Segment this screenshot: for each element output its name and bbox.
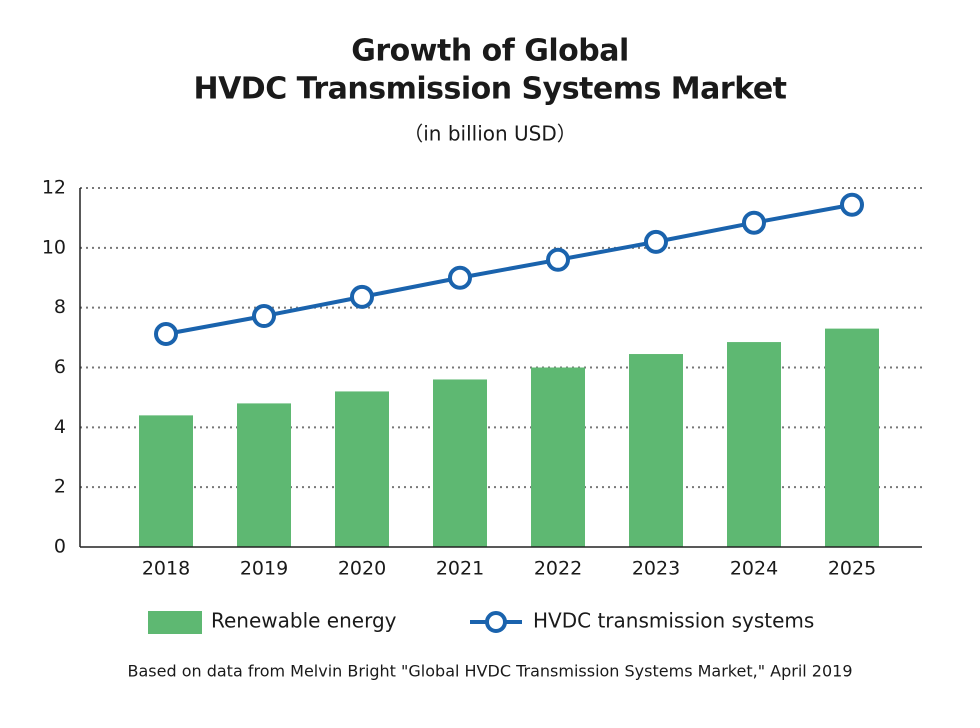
- legend-label: Renewable energy: [211, 609, 397, 633]
- bar: [531, 367, 585, 547]
- x-tick-label: 2019: [240, 558, 288, 580]
- source-note: Based on data from Melvin Bright "Global…: [127, 662, 852, 681]
- legend-label: HVDC transmission systems: [533, 609, 814, 633]
- bar: [139, 415, 193, 547]
- line-marker: [154, 321, 178, 346]
- line-marker: [840, 192, 864, 217]
- x-tick-label: 2020: [338, 558, 386, 580]
- y-tick-label: 10: [42, 236, 66, 258]
- y-tick-label: 8: [54, 296, 66, 318]
- y-tick-label: 2: [54, 476, 66, 498]
- bar: [237, 403, 291, 547]
- bar: [433, 379, 487, 547]
- legend-swatch: [485, 611, 507, 633]
- line-marker: [448, 265, 472, 290]
- x-tick-label: 2021: [436, 558, 484, 580]
- y-tick-label: 4: [54, 416, 66, 438]
- line-marker: [644, 229, 668, 254]
- bar: [727, 342, 781, 547]
- x-tick-label: 2018: [142, 558, 190, 580]
- legend-swatch: [148, 611, 202, 634]
- line-marker: [350, 284, 374, 309]
- bar: [825, 328, 879, 547]
- chart-title: Growth of Global: [351, 34, 629, 69]
- x-tick-label: 2024: [730, 558, 778, 580]
- line: [165, 202, 853, 336]
- y-tick-label: 6: [54, 356, 66, 378]
- x-tick-label: 2022: [534, 558, 582, 580]
- bar: [629, 354, 683, 547]
- chart-title: HVDC Transmission Systems Market: [193, 72, 786, 107]
- y-tick-label: 0: [54, 536, 66, 558]
- bar: [335, 391, 389, 547]
- x-tick-label: 2025: [828, 558, 876, 580]
- x-tick-label: 2023: [632, 558, 680, 580]
- line-marker: [546, 247, 570, 272]
- line-marker: [742, 210, 766, 235]
- y-tick-label: 12: [42, 177, 66, 199]
- line-marker: [252, 304, 276, 329]
- chart-subtitle: （in billion USD）: [403, 122, 577, 146]
